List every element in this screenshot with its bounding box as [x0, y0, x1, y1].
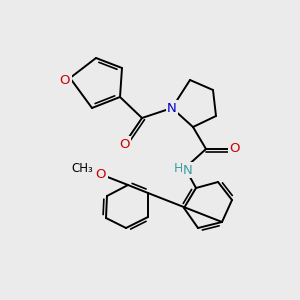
Text: O: O [119, 137, 129, 151]
Text: O: O [60, 74, 70, 86]
Text: O: O [230, 142, 240, 155]
Text: CH₃: CH₃ [71, 161, 93, 175]
Text: N: N [183, 164, 193, 176]
Text: H: H [173, 161, 183, 175]
Text: N: N [167, 101, 177, 115]
Text: O: O [96, 169, 106, 182]
